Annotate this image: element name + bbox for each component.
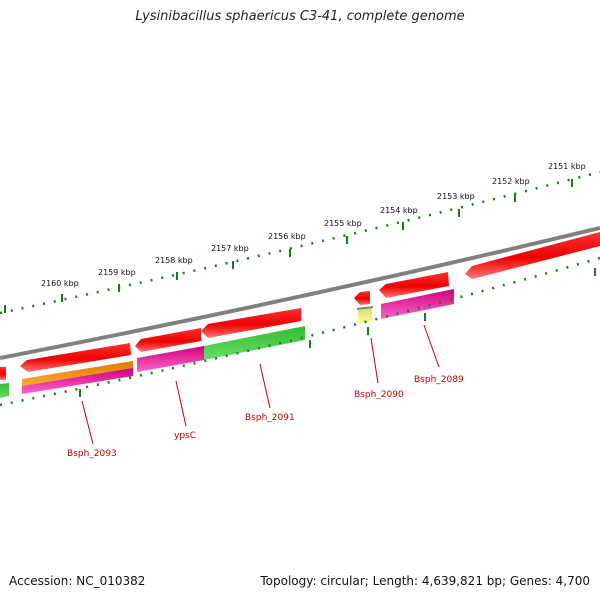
cds-arrow	[465, 232, 600, 279]
band-green	[204, 326, 305, 360]
inner-ruler-ticks	[79, 268, 596, 397]
band-magenta	[381, 289, 454, 319]
leader-line	[423, 324, 440, 368]
kbp-label: 2158 kbp	[155, 256, 193, 265]
cds-arrow	[0, 367, 6, 380]
kbp-label: 2151 kbp	[548, 162, 586, 171]
leader-line	[81, 400, 94, 445]
band-orange	[22, 361, 133, 386]
gene-label[interactable]: ypsC	[174, 431, 196, 441]
band-green	[0, 383, 9, 398]
gene-label[interactable]: Bsph_2093	[67, 449, 117, 459]
kbp-label: 2154 kbp	[380, 206, 418, 215]
leader-line	[259, 363, 271, 409]
kbp-label: 2157 kbp	[211, 244, 249, 253]
map-title: Lysinibacillus sphaericus C3-41, complet…	[135, 9, 465, 24]
feature-ring	[0, 289, 454, 398]
band-yellow	[358, 308, 372, 324]
band-grey	[356, 306, 374, 310]
gene-label[interactable]: Bsph_2089	[414, 375, 464, 385]
cds-arrow	[354, 291, 370, 305]
kbp-label: 2159 kbp	[98, 268, 136, 277]
label-leaders	[81, 324, 440, 445]
kbp-label: 2160 kbp	[41, 279, 79, 288]
cds-arrow	[201, 308, 301, 338]
cds-arrow	[135, 328, 201, 352]
kbp-label: 2156 kbp	[268, 232, 306, 241]
kbp-label: 2153 kbp	[437, 192, 475, 201]
cds-track	[0, 232, 600, 380]
genome-backbone	[0, 226, 600, 360]
band-magenta	[137, 346, 204, 372]
genome-summary-text: Topology: circular; Length: 4,639,821 bp…	[260, 574, 590, 588]
gene-label[interactable]: Bsph_2090	[354, 390, 404, 400]
outer-ruler-dots	[0, 170, 600, 315]
band-magenta	[22, 368, 133, 394]
kbp-label: 2152 kbp	[492, 177, 530, 186]
gene-label[interactable]: Bsph_2091	[245, 413, 295, 423]
accession-text: Accession: NC_010382	[9, 574, 146, 588]
cds-arrow	[379, 272, 449, 298]
leader-line	[175, 380, 187, 427]
kbp-label: 2155 kbp	[324, 219, 362, 228]
leader-line	[370, 337, 379, 384]
outer-ruler: 2151 kbp 2152 kbp 2153 kbp 2154 kbp 2155…	[0, 162, 600, 315]
cds-arrow	[20, 343, 131, 372]
